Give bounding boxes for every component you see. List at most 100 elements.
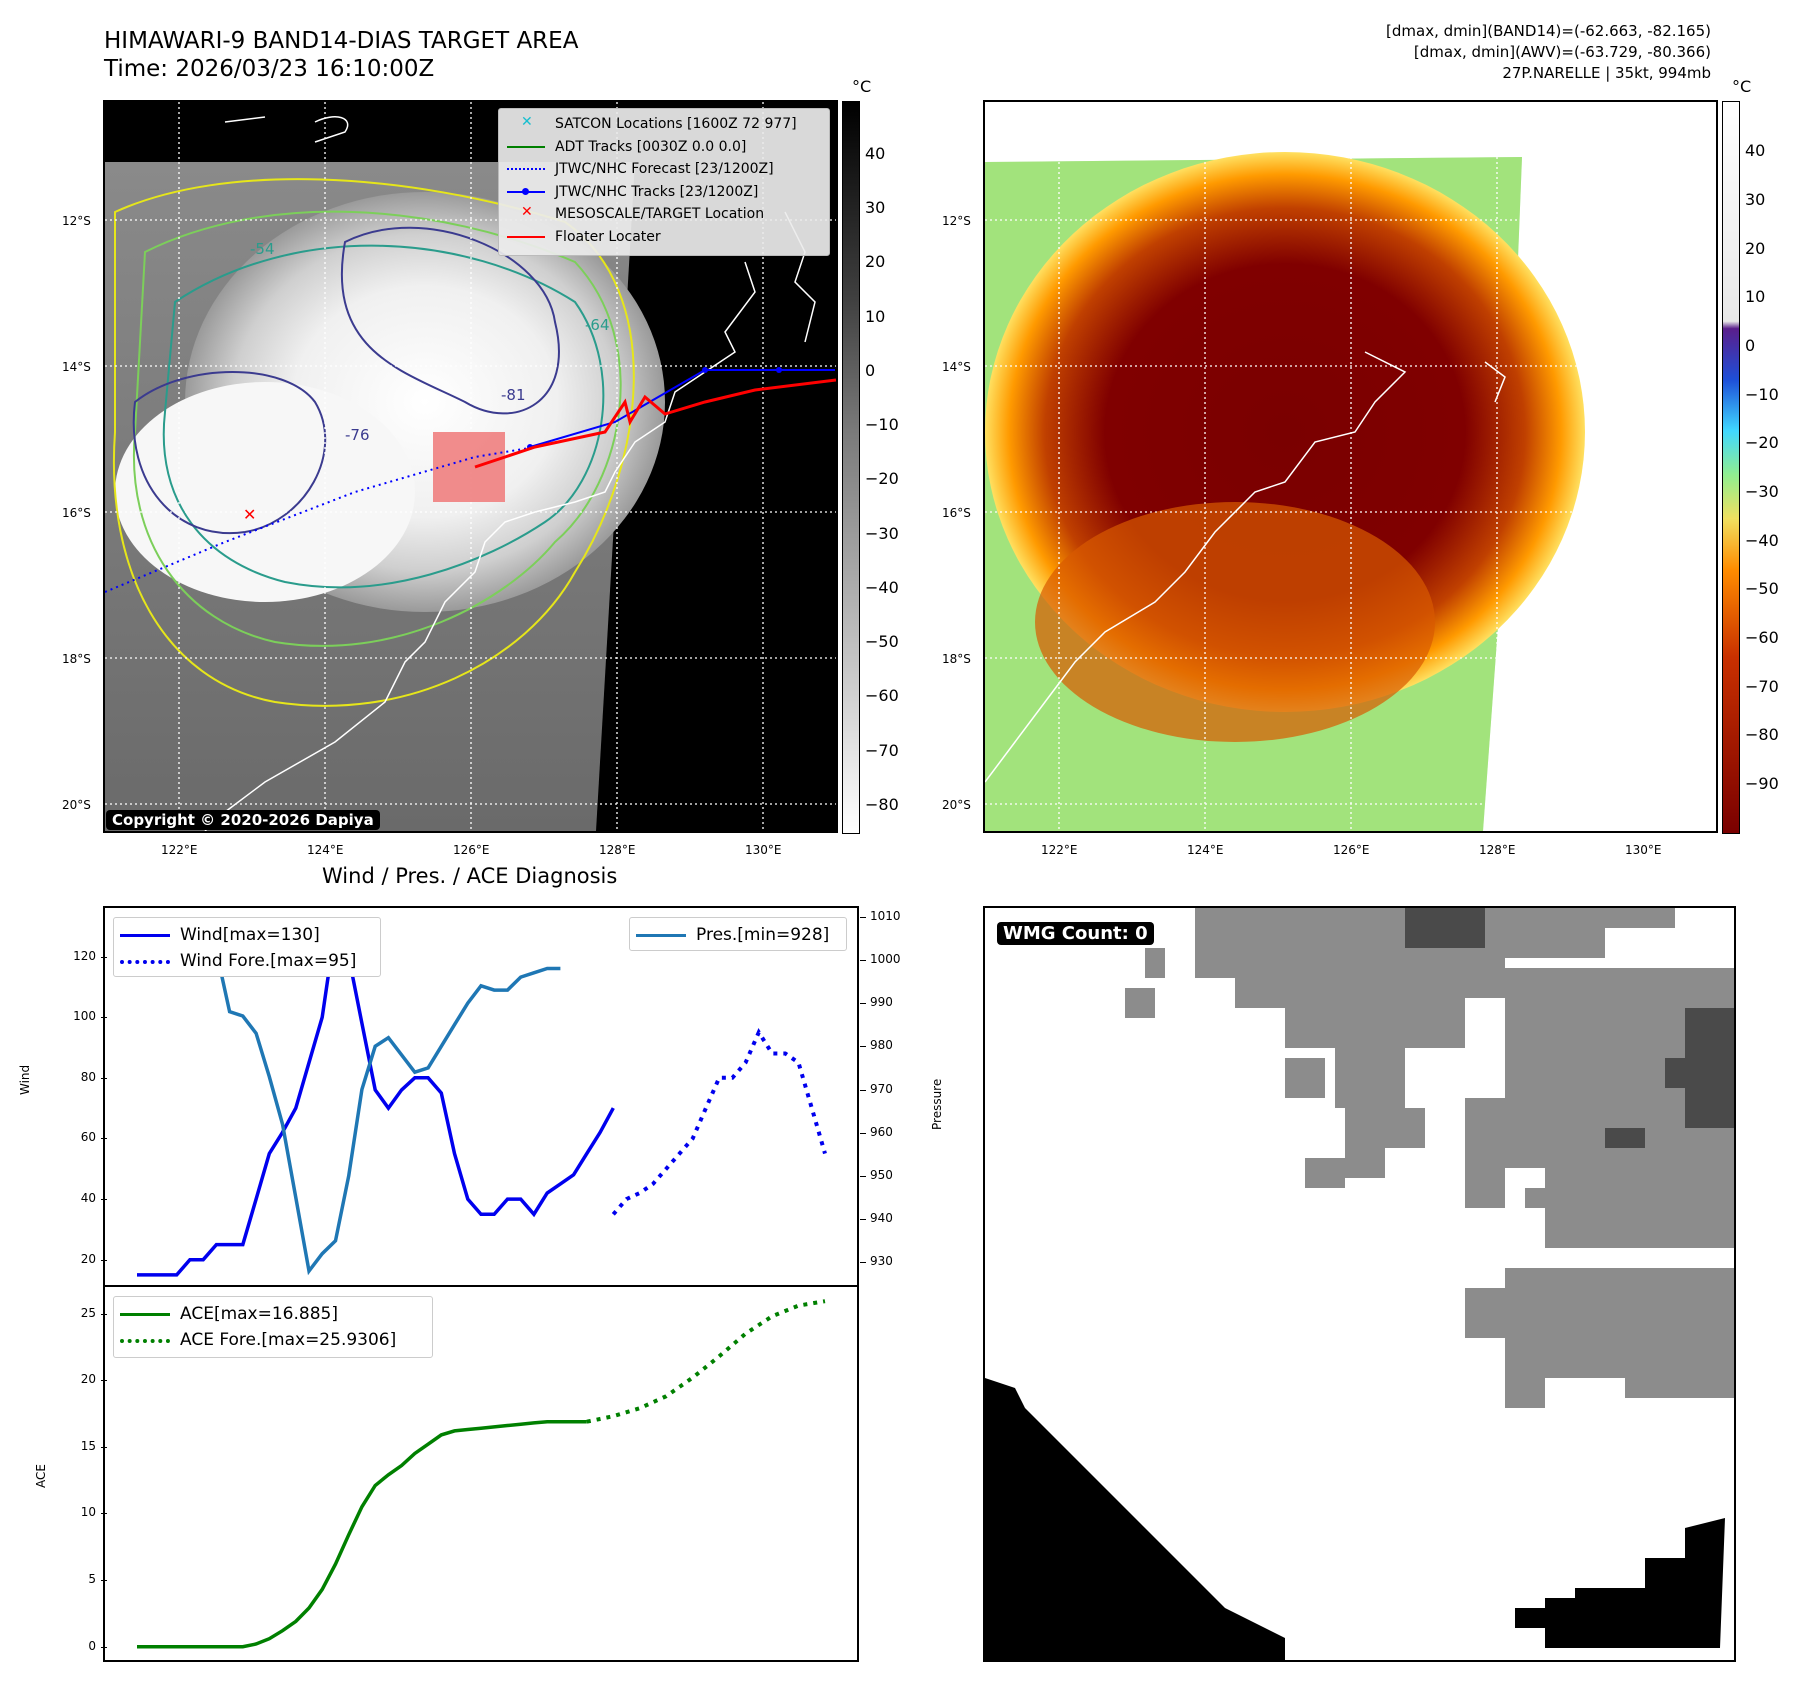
y-tick-label: 1010: [870, 908, 901, 923]
awv-map-canvas: [985, 102, 1716, 831]
ir-colorbar-tick: 10: [865, 307, 886, 326]
contour-yellow: [113, 178, 635, 707]
y-tick-label: 25: [80, 1305, 96, 1320]
mesoscale-target-marker: ✕: [243, 505, 256, 524]
ir-colorbar-tick: 0: [865, 361, 876, 380]
contour-label: -81: [501, 386, 526, 404]
y-tick-label: 15: [80, 1438, 96, 1453]
awv-colorbar-tick: −20: [1745, 433, 1779, 452]
floater-locater: [474, 378, 836, 469]
map-gridlines: [985, 102, 1716, 831]
legend-label: Wind Fore.[max=95]: [180, 951, 357, 971]
legend-label: SATCON Locations [1600Z 72 977]: [555, 116, 797, 133]
legend-label: JTWC/NHC Tracks [23/1200Z]: [555, 183, 759, 200]
series-line-wind-fore: [611, 1028, 827, 1216]
ir-colorbar-tick: −70: [865, 741, 899, 760]
chart-title: HIMAWARI-9 BAND14-DIAS TARGET AREA: [104, 28, 579, 54]
awv-colorbar-tick: −50: [1745, 579, 1779, 598]
jtwc-forecast-track: [105, 446, 536, 593]
legend-label: Floater Locater: [555, 228, 661, 245]
contour-label: -64: [585, 316, 610, 334]
lon-tick: 126°E: [1333, 843, 1370, 857]
awv-colorbar: [1722, 101, 1740, 834]
ir-map-canvas: -54 -64 -76 -81 ✕: [105, 102, 836, 831]
y-tick-mark: [101, 1446, 107, 1448]
legend-label: ADT Tracks [0030Z 0.0 0.0]: [555, 138, 747, 155]
y-tick-label: 970: [870, 1081, 893, 1096]
y-tick-mark: [860, 1132, 866, 1134]
awv-colorbar-tick: −10: [1745, 385, 1779, 404]
legend-entry-jtwc-forecast: JTWC/NHC Forecast [23/1200Z]: [505, 158, 823, 181]
legend-label: ACE[max=16.885]: [180, 1304, 338, 1324]
wmg-canvas: [985, 908, 1734, 1660]
ir-colorbar-tick: −60: [865, 686, 899, 705]
legend-entry-ace: ACE[max=16.885]: [120, 1301, 426, 1327]
awv-colorbar-tick: −40: [1745, 531, 1779, 550]
ace-legend: ACE[max=16.885] ACE Fore.[max=25.9306]: [113, 1296, 433, 1358]
y-tick-mark: [101, 1138, 107, 1140]
awv-colorbar-tick: 20: [1745, 239, 1766, 258]
ir-colorbar: [842, 101, 860, 834]
y-tick-mark: [101, 1077, 107, 1079]
y-tick-label: 990: [870, 995, 893, 1010]
red-x-icon: ✕: [521, 204, 533, 221]
y-tick-label: 10: [80, 1505, 96, 1520]
legend-label: MESOSCALE/TARGET Location: [555, 206, 765, 223]
y-tick-mark: [860, 1219, 866, 1221]
y-tick-label: 20: [80, 1372, 96, 1387]
lat-tick: 16°S: [62, 506, 91, 520]
legend-entry-jtwc-tracks: JTWC/NHC Tracks [23/1200Z]: [505, 181, 823, 204]
legend-entry-ace-fore: ACE Fore.[max=25.9306]: [120, 1327, 426, 1353]
y-tick-mark: [101, 1199, 107, 1201]
awv-range-info: [dmax, dmin](AWV)=(-63.729, -80.366): [1413, 43, 1711, 61]
y-tick-mark: [101, 1646, 107, 1648]
lon-tick: 128°E: [1479, 843, 1516, 857]
y-tick-label: 1000: [870, 951, 901, 966]
y-tick-mark: [101, 1313, 107, 1315]
legend-label: JTWC/NHC Forecast [23/1200Z]: [555, 161, 774, 178]
jtwc-track-point: [776, 367, 782, 373]
contour-teal: [162, 244, 605, 589]
lon-tick: 130°E: [745, 843, 782, 857]
jtwc-track-point: [702, 367, 708, 373]
legend-entry-satcon: ✕ SATCON Locations [1600Z 72 977]: [505, 113, 823, 136]
contour-indigo-north: [340, 226, 560, 415]
red-line-icon: [505, 230, 547, 244]
awv-colorbar-tick: 0: [1745, 336, 1756, 355]
awv-colorbar-tick: 10: [1745, 287, 1766, 306]
awv-colorbar-tick: 30: [1745, 190, 1766, 209]
y-tick-mark: [860, 959, 866, 961]
lat-tick: 20°S: [62, 798, 91, 812]
y-tick-mark: [860, 1089, 866, 1091]
band14-range-info: [dmax, dmin](BAND14)=(-62.663, -82.165): [1386, 22, 1711, 40]
copyright-badge: Copyright © 2020-2026 Dapiya: [106, 810, 380, 830]
wind-axis-label: Wind: [18, 1064, 32, 1095]
ir-cloud-band: [115, 382, 415, 602]
green-line-icon: [505, 140, 547, 154]
contour-label: -76: [345, 426, 370, 444]
y-tick-mark: [860, 1262, 866, 1264]
lon-tick: 124°E: [307, 843, 344, 857]
y-tick-mark: [101, 1513, 107, 1515]
pressure-legend: Pres.[min=928]: [629, 917, 847, 951]
series-line-wind: [137, 919, 615, 1277]
contour-label: -54: [250, 240, 275, 258]
awv-map-panel: [983, 100, 1718, 833]
awv-colorbar-tick: −70: [1745, 677, 1779, 696]
lat-tick: 18°S: [62, 652, 91, 666]
lon-tick: 124°E: [1187, 843, 1224, 857]
ir-colorbar-tick: −10: [865, 415, 899, 434]
green-dotted-line-icon: [120, 1334, 170, 1346]
lon-tick: 126°E: [453, 843, 490, 857]
y-tick-label: 5: [88, 1572, 96, 1587]
lat-tick: 18°S: [942, 652, 971, 666]
coastline: [985, 351, 1407, 783]
y-tick-label: 120: [73, 948, 96, 963]
lat-tick: 16°S: [942, 506, 971, 520]
awv-colorbar-unit: °C: [1732, 77, 1752, 96]
lat-tick: 14°S: [62, 360, 91, 374]
ir-colorbar-tick: 40: [865, 144, 886, 163]
ir-colorbar-tick: −50: [865, 632, 899, 651]
legend-label: Pres.[min=928]: [696, 925, 830, 945]
y-tick-mark: [101, 1017, 107, 1019]
